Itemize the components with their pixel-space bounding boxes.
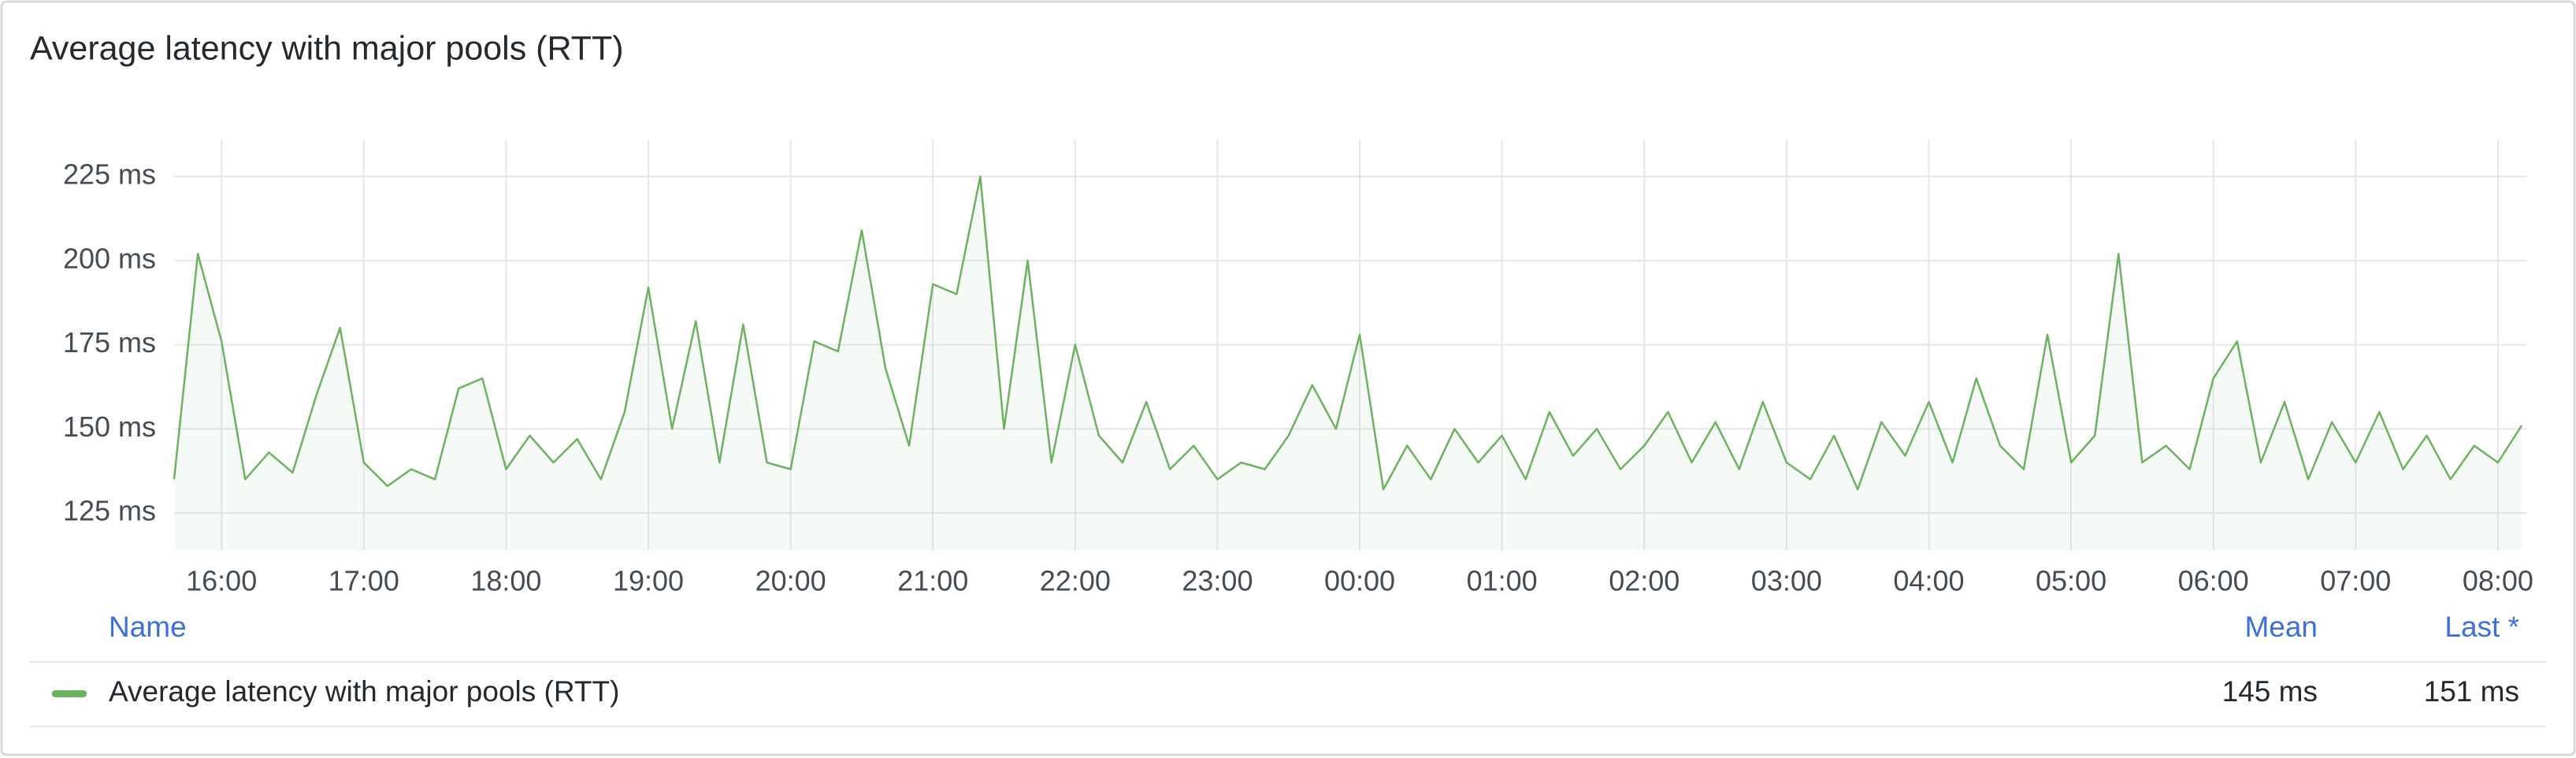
legend-header-last[interactable]: Last * [2444, 611, 2519, 643]
x-tick-label: 22:00 [1040, 565, 1111, 597]
y-tick-label: 175 ms [63, 326, 156, 359]
x-tick-label: 21:00 [897, 565, 968, 597]
x-tick-label: 18:00 [470, 565, 541, 597]
x-tick-label: 20:00 [755, 565, 826, 597]
x-tick-label: 16:00 [186, 565, 257, 597]
panel-title: Average latency with major pools (RTT) [30, 29, 624, 67]
legend-series-name[interactable]: Average latency with major pools (RTT) [109, 675, 619, 708]
x-tick-label: 17:00 [328, 565, 399, 597]
legend-mean: 145 ms [2222, 675, 2318, 708]
x-tick-label: 08:00 [2463, 565, 2533, 597]
x-tick-label: 01:00 [1467, 565, 1538, 597]
y-tick-label: 150 ms [63, 411, 156, 443]
line-area [174, 176, 2522, 550]
x-tick-label: 23:00 [1182, 565, 1253, 597]
x-tick-label: 06:00 [2178, 565, 2249, 597]
y-tick-label: 125 ms [63, 495, 156, 527]
x-tick-label: 07:00 [2320, 565, 2391, 597]
y-tick-label: 225 ms [63, 158, 156, 190]
x-tick-label: 19:00 [613, 565, 684, 597]
line [173, 175, 2523, 491]
x-tick-label: 02:00 [1609, 565, 1680, 597]
legend-header-name[interactable]: Name [109, 611, 187, 643]
x-tick-label: 03:00 [1751, 565, 1822, 597]
x-tick-label: 04:00 [1893, 565, 1964, 597]
legend-swatch [52, 690, 87, 697]
y-tick-label: 200 ms [63, 242, 156, 274]
x-tick-label: 00:00 [1324, 565, 1395, 597]
x-tick-label: 05:00 [2036, 565, 2106, 597]
legend-last: 151 ms [2424, 675, 2519, 708]
legend-header-mean[interactable]: Mean [2244, 611, 2318, 643]
